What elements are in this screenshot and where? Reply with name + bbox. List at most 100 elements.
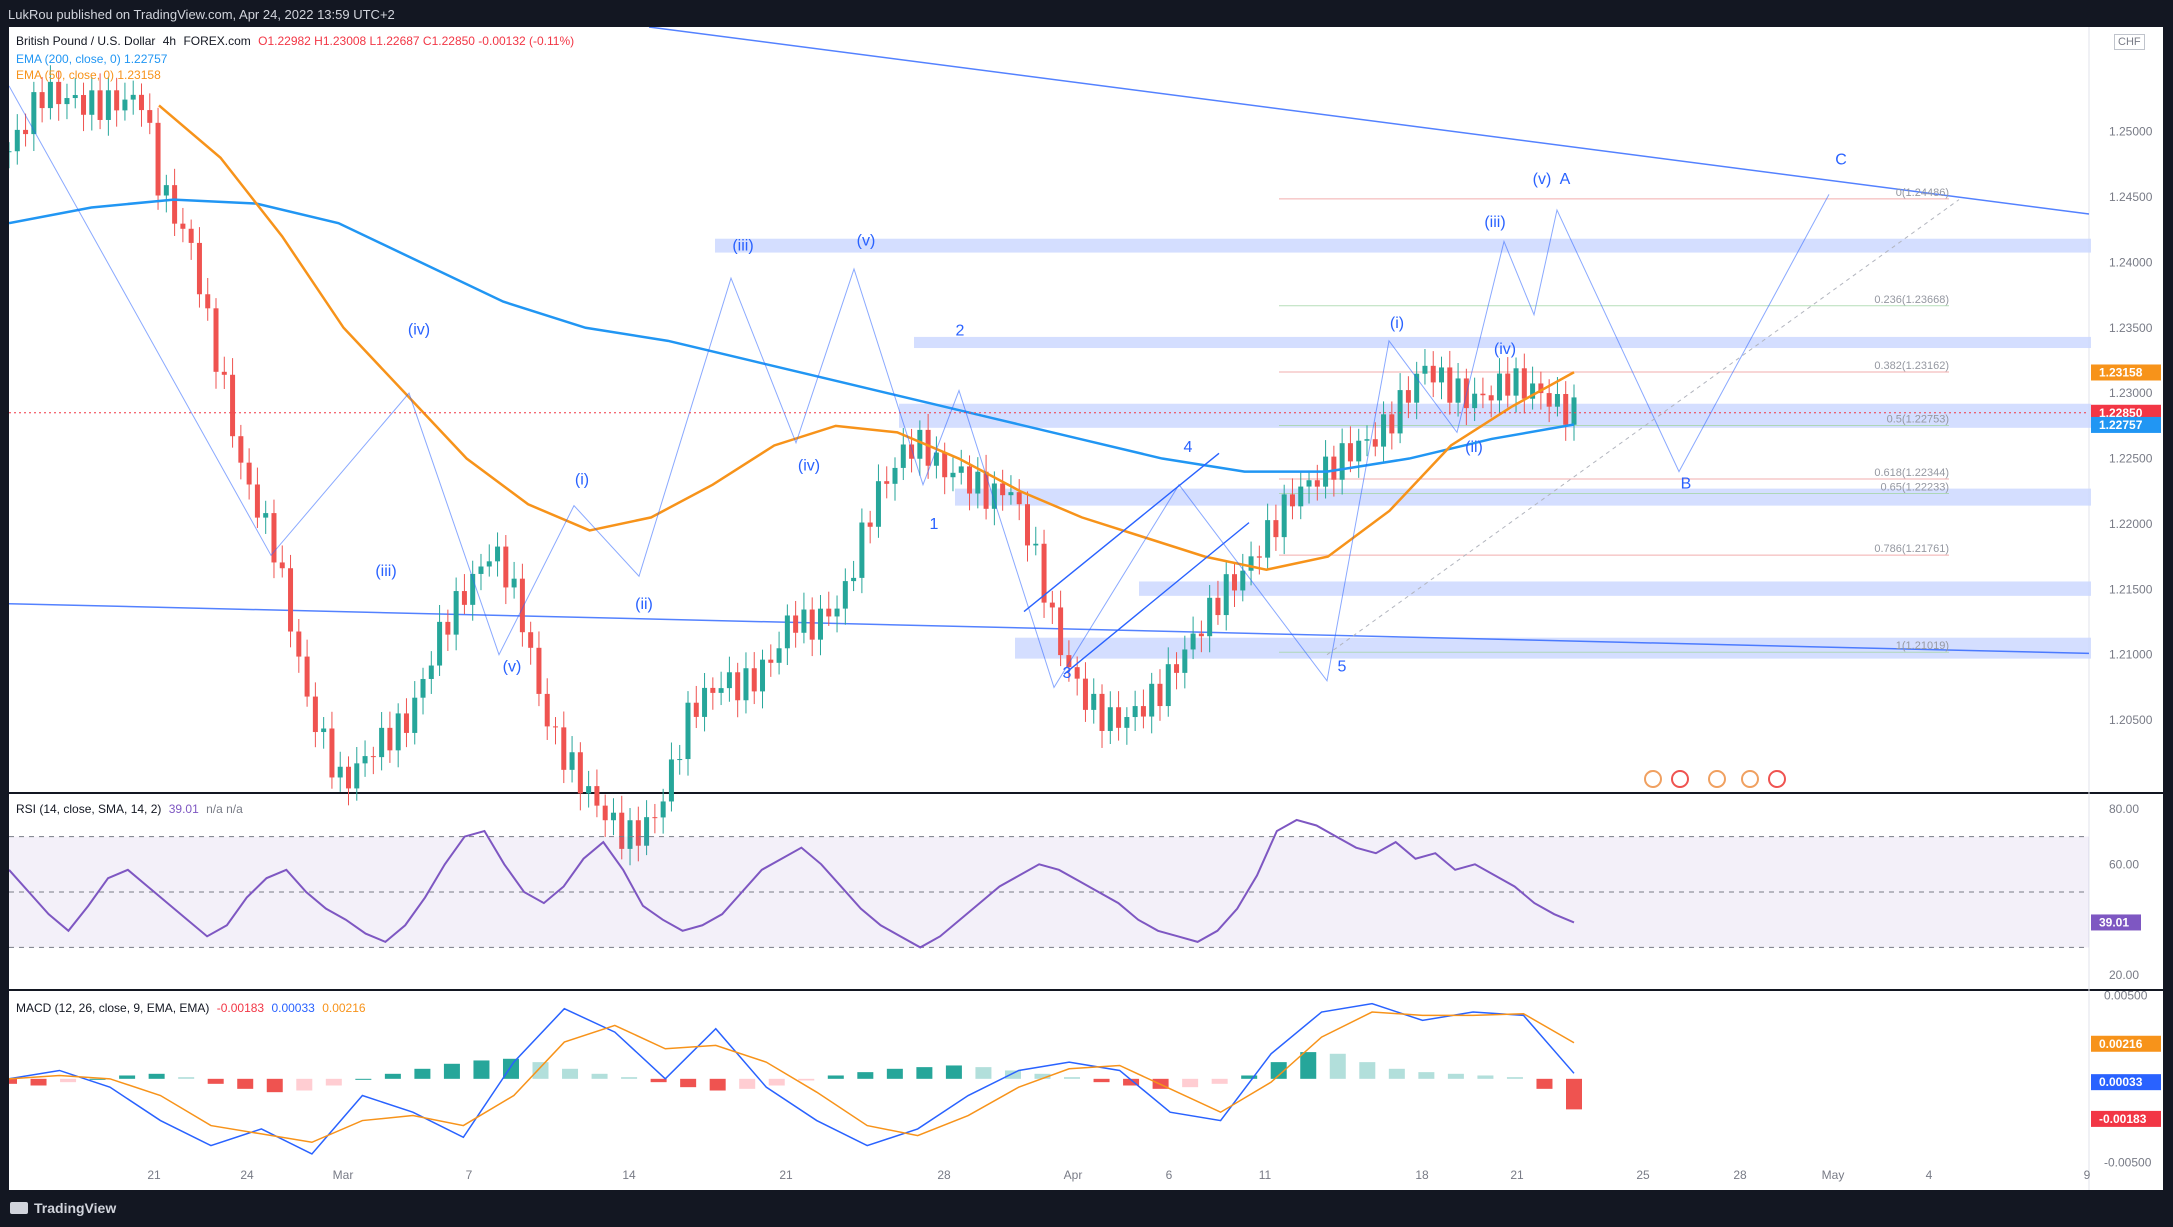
macd-histogram-bar (1536, 1078, 1553, 1089)
candle-body (246, 462, 252, 485)
candle-body (130, 94, 136, 100)
candle-body (1306, 480, 1312, 487)
candle-body (577, 752, 583, 794)
candle-body (254, 484, 260, 518)
candle-body (1447, 367, 1453, 403)
fib-level-label: 0.5(1.22753) (1887, 413, 1949, 425)
candle-body (1472, 393, 1478, 409)
macd-histogram-bar (207, 1078, 224, 1084)
candle-body (14, 129, 20, 152)
macd-histogram-bar (119, 1075, 136, 1079)
candle-body (569, 752, 575, 770)
candle-body (1232, 574, 1238, 591)
y-tick-label: 1.23000 (2109, 386, 2153, 400)
fib-level-label: 0.618(1.22344) (1874, 467, 1949, 479)
macd-histogram-bar (1211, 1078, 1228, 1084)
event-flag-icon[interactable] (1708, 770, 1726, 788)
rsi-tick-label: 20.00 (2109, 968, 2139, 982)
chart-canvas[interactable]: 21 24 Mar 7 14 21 28 Apr 6 11 18 21 25 28 May 4 91.20500… (9, 27, 2163, 1190)
candle-body (627, 820, 633, 849)
candle-body (1082, 678, 1088, 710)
candle-body (1099, 693, 1105, 731)
macd-histogram-bar (798, 1078, 815, 1081)
macd-value-badge-text: 0.00033 (2099, 1075, 2143, 1089)
candle-body (428, 665, 434, 679)
fib-level-label: 0.382(1.23162) (1874, 360, 1949, 372)
tradingview-brand[interactable]: TradingView (10, 1200, 116, 1216)
candle-body (1530, 383, 1536, 399)
candle-body (553, 726, 559, 728)
candle-body (809, 609, 815, 640)
rsi-label: RSI (14, close, SMA, 14, 2) (16, 802, 162, 816)
candle-body (1190, 633, 1196, 650)
candle-body (950, 472, 956, 478)
wave-label: 2 (956, 323, 965, 340)
candle-body (1455, 378, 1461, 403)
x-tick-label: 21 (779, 1168, 793, 1182)
candle-body (1372, 439, 1378, 447)
macd-tick-label: -0.00500 (2104, 1155, 2152, 1169)
event-flag-icon[interactable] (1644, 770, 1662, 788)
event-flag-icon[interactable] (1741, 770, 1759, 788)
main-legend: British Pound / U.S. Dollar 4h FOREX.com… (16, 34, 574, 48)
candle-body (834, 608, 840, 617)
y-tick-label: 1.22500 (2109, 452, 2153, 466)
y-tick-label: 1.24000 (2109, 255, 2153, 269)
x-tick-label: 21 (147, 1168, 161, 1182)
macd-histogram-bar (1241, 1075, 1258, 1079)
event-flag-icon[interactable] (1671, 770, 1689, 788)
wave-label: (iii) (375, 563, 396, 580)
candle-body (735, 672, 741, 701)
x-tick-label: May (1822, 1168, 1845, 1182)
candle-body (867, 522, 873, 527)
wave-count-path (9, 85, 1830, 689)
candle-body (1571, 397, 1577, 425)
candle-body (1207, 597, 1213, 637)
candle-body (544, 693, 550, 727)
macd-histogram-bar (384, 1073, 401, 1079)
macd-histogram-bar (89, 1078, 106, 1080)
candle-body (180, 223, 186, 229)
candle-body (511, 578, 517, 588)
candle-body (238, 436, 244, 463)
candle-body (172, 185, 178, 224)
macd-histogram-bar (1359, 1062, 1376, 1079)
currency-label[interactable]: CHF (2114, 34, 2145, 50)
rsi-legend: RSI (14, close, SMA, 14, 2) 39.01 n/a n/… (16, 802, 243, 816)
candle-body (1174, 664, 1180, 673)
y-tick-label: 1.22000 (2109, 517, 2153, 531)
candle-body (362, 756, 368, 764)
macd-histogram-bar (443, 1063, 460, 1079)
candle-body (958, 466, 964, 473)
ema200-label: EMA (200, close, 0) 1.22757 (16, 52, 168, 66)
candle-body (337, 766, 343, 778)
macd-histogram-bar (60, 1078, 77, 1083)
candle-body (826, 608, 832, 617)
event-flag-icon[interactable] (1768, 770, 1786, 788)
rsi-tick-label: 80.00 (2109, 802, 2139, 816)
candle-body (470, 573, 476, 605)
candle-body (602, 805, 608, 821)
candle-body (594, 786, 600, 806)
candle-body (561, 727, 567, 770)
macd-histogram-bar (857, 1072, 874, 1079)
candle-body (312, 696, 318, 733)
price-scale-badge-text: 1.23158 (2099, 365, 2143, 379)
support-resistance-zone (955, 488, 2091, 506)
x-tick-label: Mar (333, 1168, 354, 1182)
x-tick-label: 4 (1926, 1168, 1933, 1182)
candle-body (892, 467, 898, 484)
candle-body (155, 122, 161, 196)
macd-histogram-bar (502, 1058, 519, 1079)
wave-label: (iv) (798, 457, 820, 474)
candle-body (279, 562, 285, 569)
wave-label: (iii) (1484, 214, 1505, 231)
y-tick-label: 1.20500 (2109, 713, 2153, 727)
y-tick-label: 1.21500 (2109, 582, 2153, 596)
candle-body (975, 471, 981, 494)
macd-histogram-bar (1123, 1078, 1140, 1086)
candle-body (1496, 373, 1502, 401)
candle-body (354, 763, 360, 789)
candle-body (1289, 494, 1295, 507)
data-source: FOREX.com (183, 34, 251, 48)
